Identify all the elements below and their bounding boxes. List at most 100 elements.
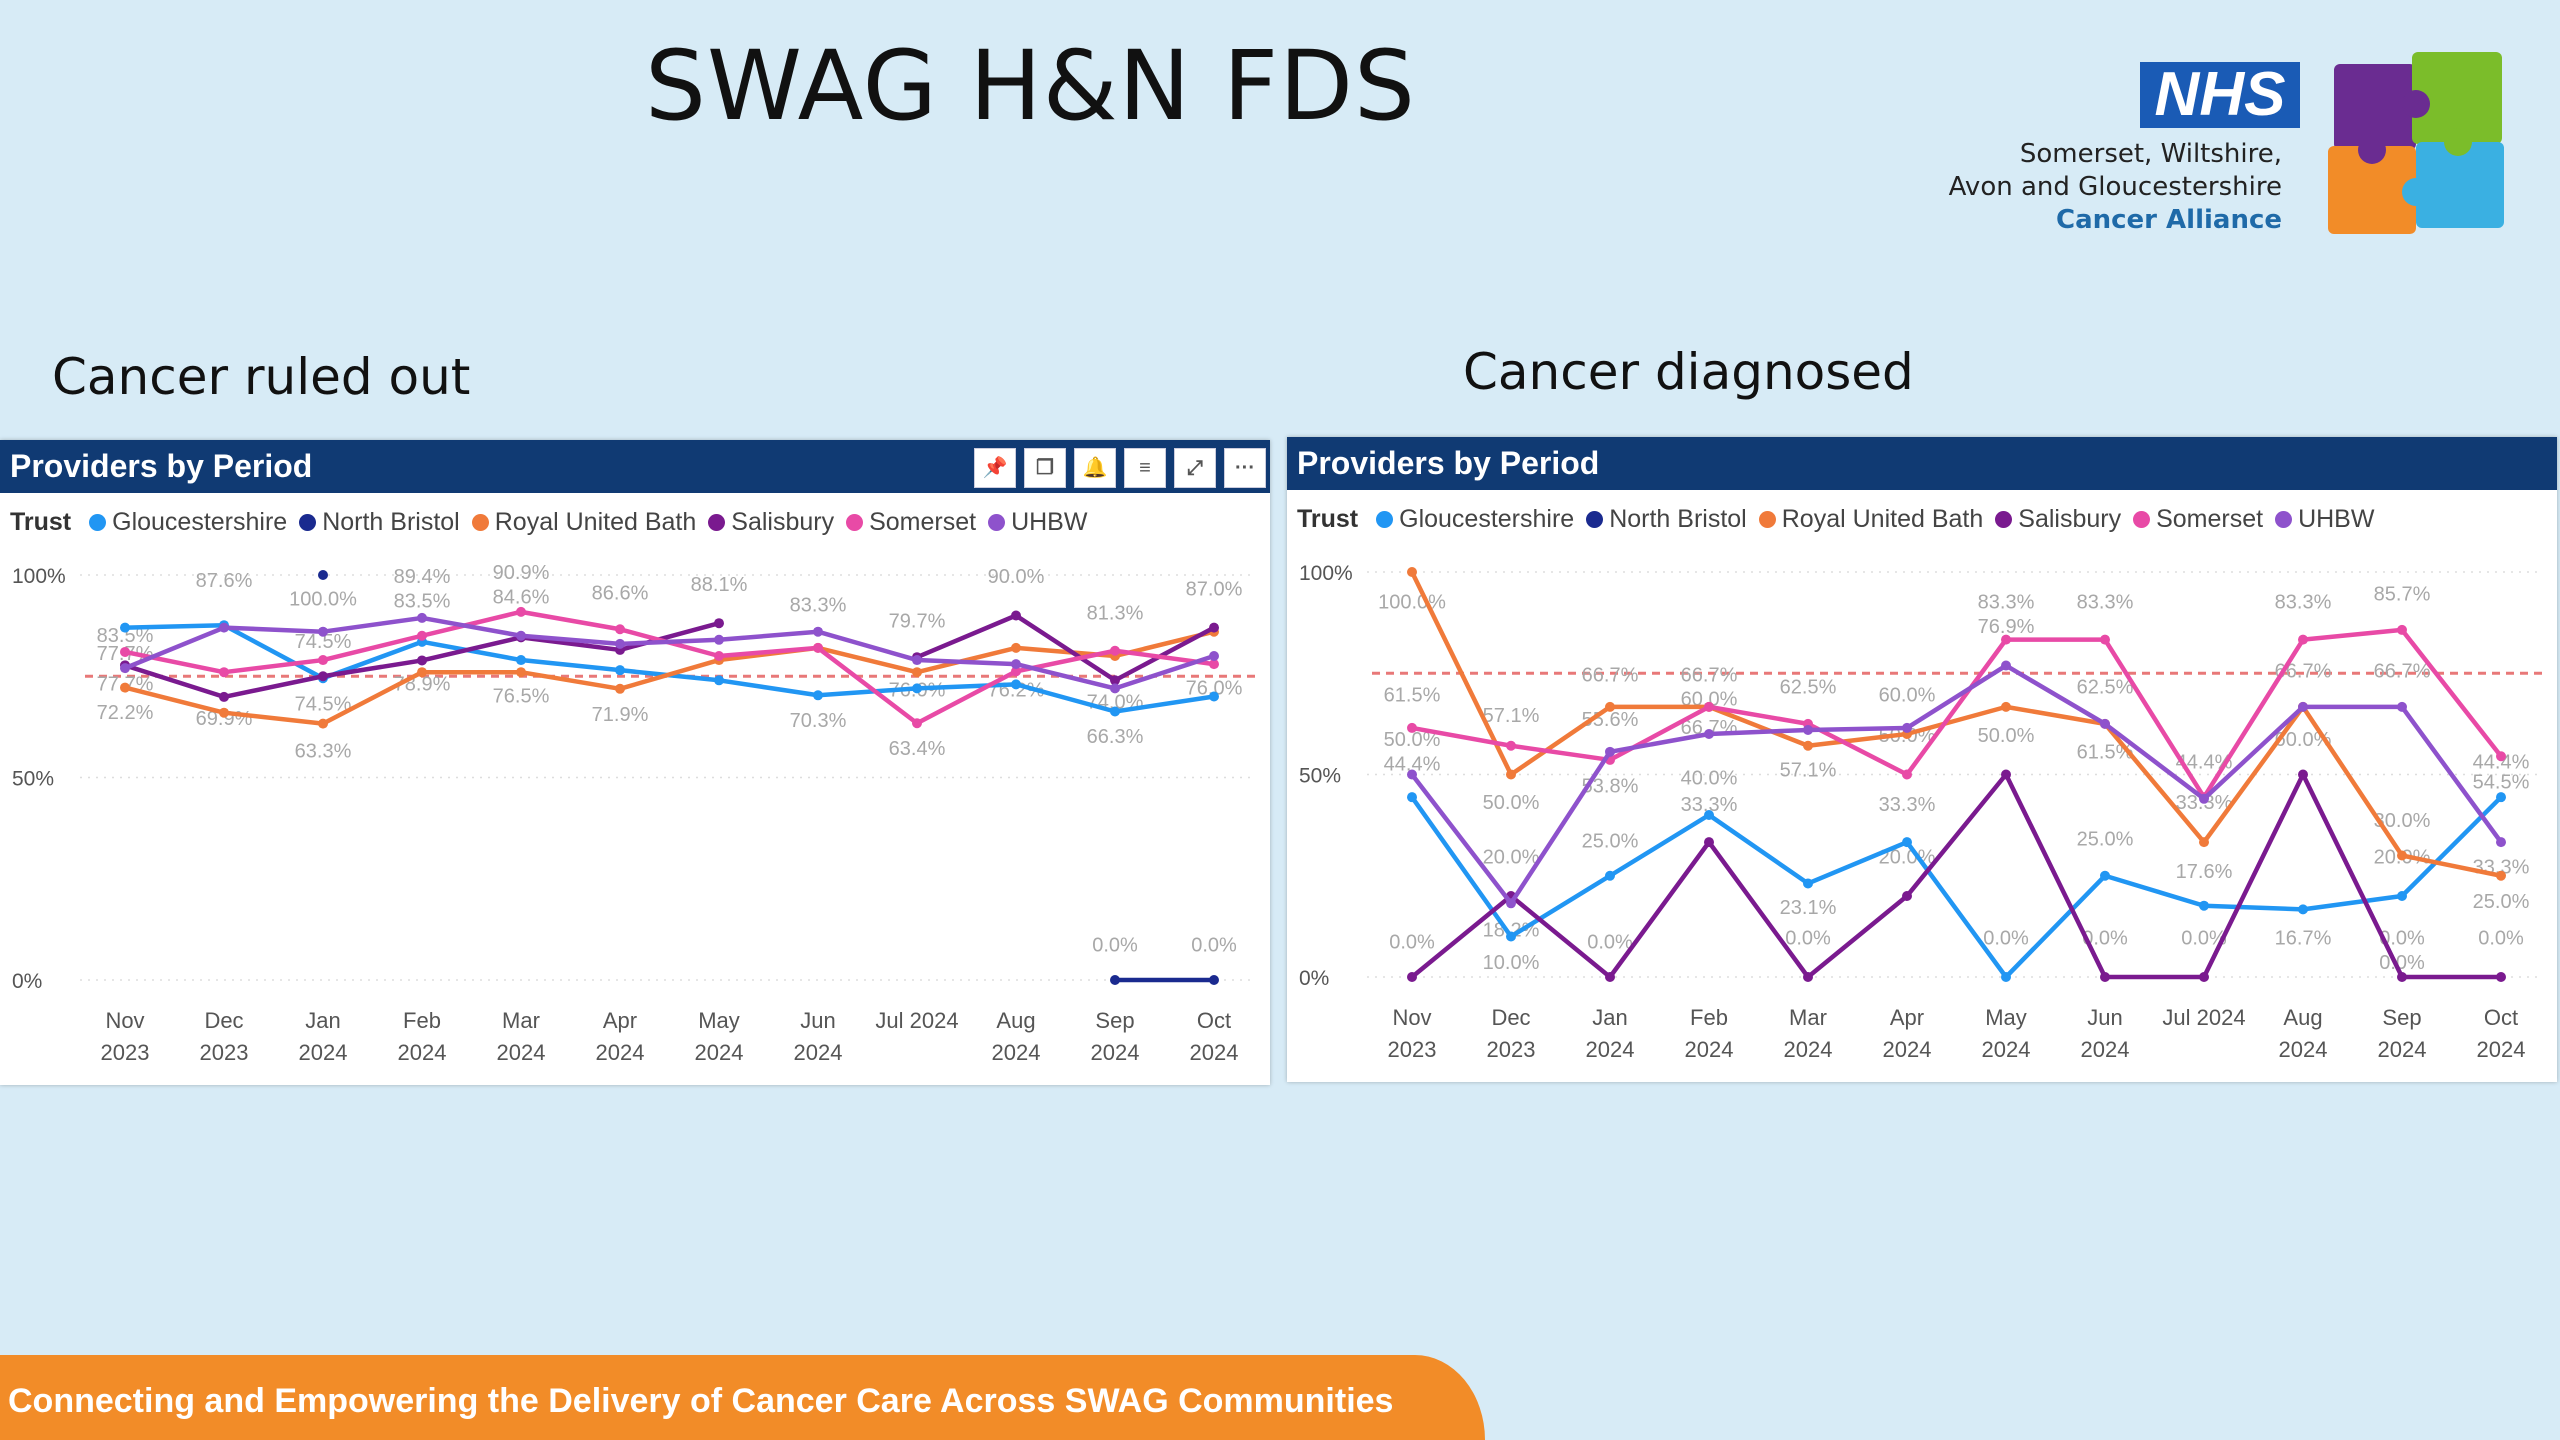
x-tick-label: 2024 (2081, 1037, 2130, 1062)
data-point (120, 682, 130, 693)
data-label: 25.0% (2473, 891, 2530, 913)
data-label: 81.3% (1087, 603, 1144, 625)
legend-item[interactable]: Somerset (2133, 505, 2263, 534)
legend-item[interactable]: North Bristol (299, 508, 460, 537)
org-line-1: Somerset, Wiltshire, (2019, 139, 2282, 169)
legend-label: North Bristol (322, 508, 460, 536)
data-point (2199, 837, 2209, 848)
data-point (2199, 793, 2209, 804)
y-tick-label: 0% (12, 970, 42, 993)
x-tick-label: 2024 (1685, 1037, 1734, 1062)
data-point (813, 626, 823, 637)
x-tick-label: Feb (403, 1008, 441, 1033)
filter-icon[interactable]: ≡ (1124, 448, 1166, 488)
legend-label: Salisbury (2018, 505, 2122, 533)
x-tick-label: 2024 (497, 1040, 546, 1065)
data-label: 0.0% (1191, 935, 1237, 957)
data-point (1803, 972, 1813, 982)
x-tick-label: May (1985, 1005, 2027, 1030)
data-point (2397, 891, 2407, 901)
x-tick-label: 2023 (1388, 1037, 1437, 1062)
data-point (318, 626, 328, 637)
visual-toolbar: 📌 ❐ 🔔 ≡ ⤢ ··· (974, 448, 1266, 488)
data-label: 79.7% (889, 611, 946, 633)
ruled-out-line-chart: 0% 50% 100% Nov 2023 Dec 2023 Jan 2024 Feb 2024 Mar… (12, 562, 1255, 1065)
x-tick-label: Dec (204, 1008, 243, 1033)
data-point (2001, 634, 2011, 645)
legend-dot-icon (846, 514, 864, 531)
legend-item[interactable]: UHBW (2275, 505, 2374, 534)
panel-header: Providers by Period (1287, 437, 2557, 490)
data-label: 53.8% (1582, 776, 1639, 798)
x-tick-label: Sep (2382, 1005, 2421, 1030)
data-point (2397, 850, 2407, 861)
x-tick-label: May (698, 1008, 740, 1033)
diagnosed-line-chart: 0% 50% 100% Nov 2023 Dec 2023 Jan 2024 Feb 2024 Mar… (1299, 562, 2542, 1062)
copy-icon[interactable]: ❐ (1024, 448, 1066, 488)
data-point (1407, 972, 1417, 982)
data-point (2001, 660, 2011, 671)
x-tick-label: Dec (1491, 1005, 1530, 1030)
legend-item[interactable]: Gloucestershire (89, 508, 287, 537)
legend-dot-icon (299, 514, 317, 531)
data-label: 83.3% (1978, 591, 2035, 613)
data-point (1803, 724, 1813, 735)
legend-item[interactable]: Somerset (846, 508, 976, 537)
legend-dot-icon (471, 514, 489, 531)
legend-item[interactable]: Royal United Bath (471, 508, 696, 537)
focus-icon[interactable]: ⤢ (1174, 448, 1216, 488)
left-section-title: Cancer ruled out (52, 348, 471, 406)
data-point (1209, 691, 1219, 702)
legend-label: Gloucestershire (112, 508, 288, 536)
x-tick-label: Jun (800, 1008, 835, 1033)
legend-item[interactable]: Salisbury (708, 508, 834, 537)
pin-icon[interactable]: 📌 (974, 448, 1016, 488)
data-point (2100, 972, 2110, 982)
x-tick-label: 2024 (2279, 1037, 2328, 1062)
x-tick-label: 2024 (2378, 1037, 2427, 1062)
y-tick-label: 0% (1299, 967, 1329, 990)
bell-icon[interactable]: 🔔 (1074, 448, 1116, 488)
data-label: 70.3% (790, 710, 847, 732)
data-point (1209, 659, 1219, 670)
series-line-royal-united-bath (124, 629, 1215, 726)
legend-item[interactable]: UHBW (988, 508, 1087, 537)
data-label: 57.1% (1780, 760, 1837, 782)
data-label: 90.0% (988, 566, 1045, 588)
legend-item[interactable]: Gloucestershire (1376, 505, 1574, 534)
data-point (615, 624, 625, 635)
legend-label: Royal United Bath (1781, 505, 1984, 533)
data-label: 33.3% (1879, 794, 1936, 816)
x-tick-label: Jul 2024 (2162, 1005, 2245, 1030)
data-point (912, 655, 922, 666)
ruled-out-chart-panel[interactable]: Providers by Period 📌 ❐ 🔔 ≡ ⤢ ··· Trust … (0, 440, 1270, 1085)
data-label: 61.5% (2077, 741, 2134, 763)
diagnosed-chart-panel[interactable]: Providers by Period Trust Gloucestershir… (1287, 437, 2557, 1082)
puzzle-piece-blue (2416, 142, 2504, 228)
data-label: 63.4% (889, 738, 946, 760)
data-label: 10.0% (1483, 952, 1540, 974)
puzzle-knob-2 (2444, 128, 2472, 156)
data-point (2100, 634, 2110, 645)
legend-item[interactable]: Salisbury (1995, 505, 2121, 534)
data-point (2397, 624, 2407, 635)
legend-item[interactable]: North Bristol (1586, 505, 1747, 534)
data-point (1407, 722, 1417, 733)
footer-text: Connecting and Empowering the Delivery o… (8, 1382, 1394, 1420)
x-tick-label: 2023 (101, 1040, 150, 1065)
legend-title: Trust (10, 508, 72, 536)
data-label: 83.3% (790, 594, 847, 616)
data-point (417, 630, 427, 641)
data-label: 76.9% (1978, 616, 2035, 638)
data-point (1803, 740, 1813, 751)
data-point (2298, 701, 2308, 712)
data-point (813, 690, 823, 701)
x-tick-label: 2024 (794, 1040, 843, 1065)
data-point (1506, 898, 1516, 909)
more-icon[interactable]: ··· (1224, 448, 1266, 488)
data-label: 86.6% (592, 582, 649, 604)
data-point (912, 683, 922, 694)
legend-item[interactable]: Royal United Bath (1758, 505, 1984, 534)
data-label: 0.0% (1389, 932, 1435, 954)
series-line-salisbury (916, 613, 1216, 683)
